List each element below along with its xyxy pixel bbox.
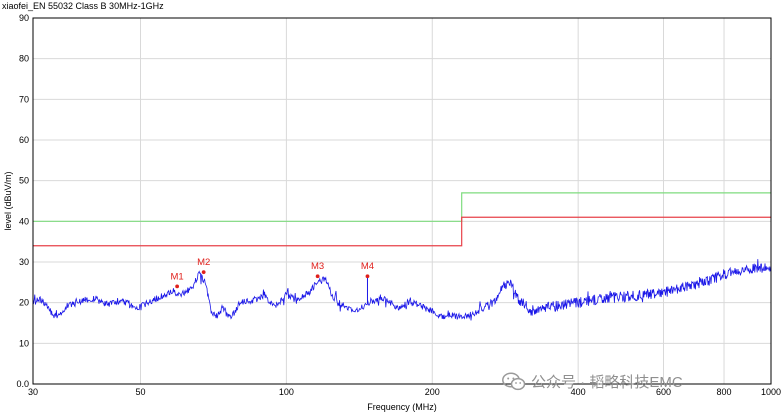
x-tick-label: 1000 [761,387,781,397]
x-tick-label: 30 [28,387,38,397]
markers: M1 M2 M3 M4 [171,257,374,303]
watermark-text: 公众号 · 韬略科技EMC [531,374,683,391]
y-axis-ticks: 0.0 10 20 30 40 50 60 70 80 90 [16,13,29,389]
limit-line [33,216,771,247]
chart-title: xiaofei_EN 55032 Class B 30MHz-1GHz [2,1,164,11]
marker-point [201,270,206,275]
x-tick-label: 400 [571,387,586,397]
y-tick-label: 70 [19,94,29,104]
x-tick-label: 50 [136,387,146,397]
marker-label: M2 [197,257,210,268]
wechat-icon [502,372,526,391]
y-axis-label: level (dBuV/m) [3,171,13,230]
y-tick-label: 30 [19,257,29,267]
y-tick-label: 10 [19,338,29,348]
limit-line [33,192,771,222]
marker-point [315,274,320,279]
x-tick-label: 100 [279,387,294,397]
series-group [32,259,771,321]
y-tick-label: 60 [19,135,29,145]
marker-label: M4 [361,261,374,272]
plot-area [33,18,771,384]
x-tick-label: 600 [656,387,671,397]
x-axis-ticks: 30 50 100 200 400 600 800 1000 [28,387,781,397]
marker-point [175,284,180,289]
y-tick-label: 0.0 [16,379,29,389]
y-tick-label: 90 [19,13,29,23]
marker-label: M3 [311,261,324,272]
marker-point [365,274,370,279]
y-tick-label: 80 [19,54,29,64]
watermark: 公众号 · 韬略科技EMC [502,371,683,392]
x-tick-label: 200 [425,387,440,397]
x-tick-label: 800 [717,387,732,397]
x-axis-label: Frequency (MHz) [367,402,437,412]
y-tick-label: 40 [19,216,29,226]
marker-label: M1 [171,271,184,282]
y-tick-label: 20 [19,298,29,308]
plot-border [32,17,772,385]
emission-trace [32,259,771,321]
limit-lines [33,192,771,247]
y-tick-label: 50 [19,176,29,186]
